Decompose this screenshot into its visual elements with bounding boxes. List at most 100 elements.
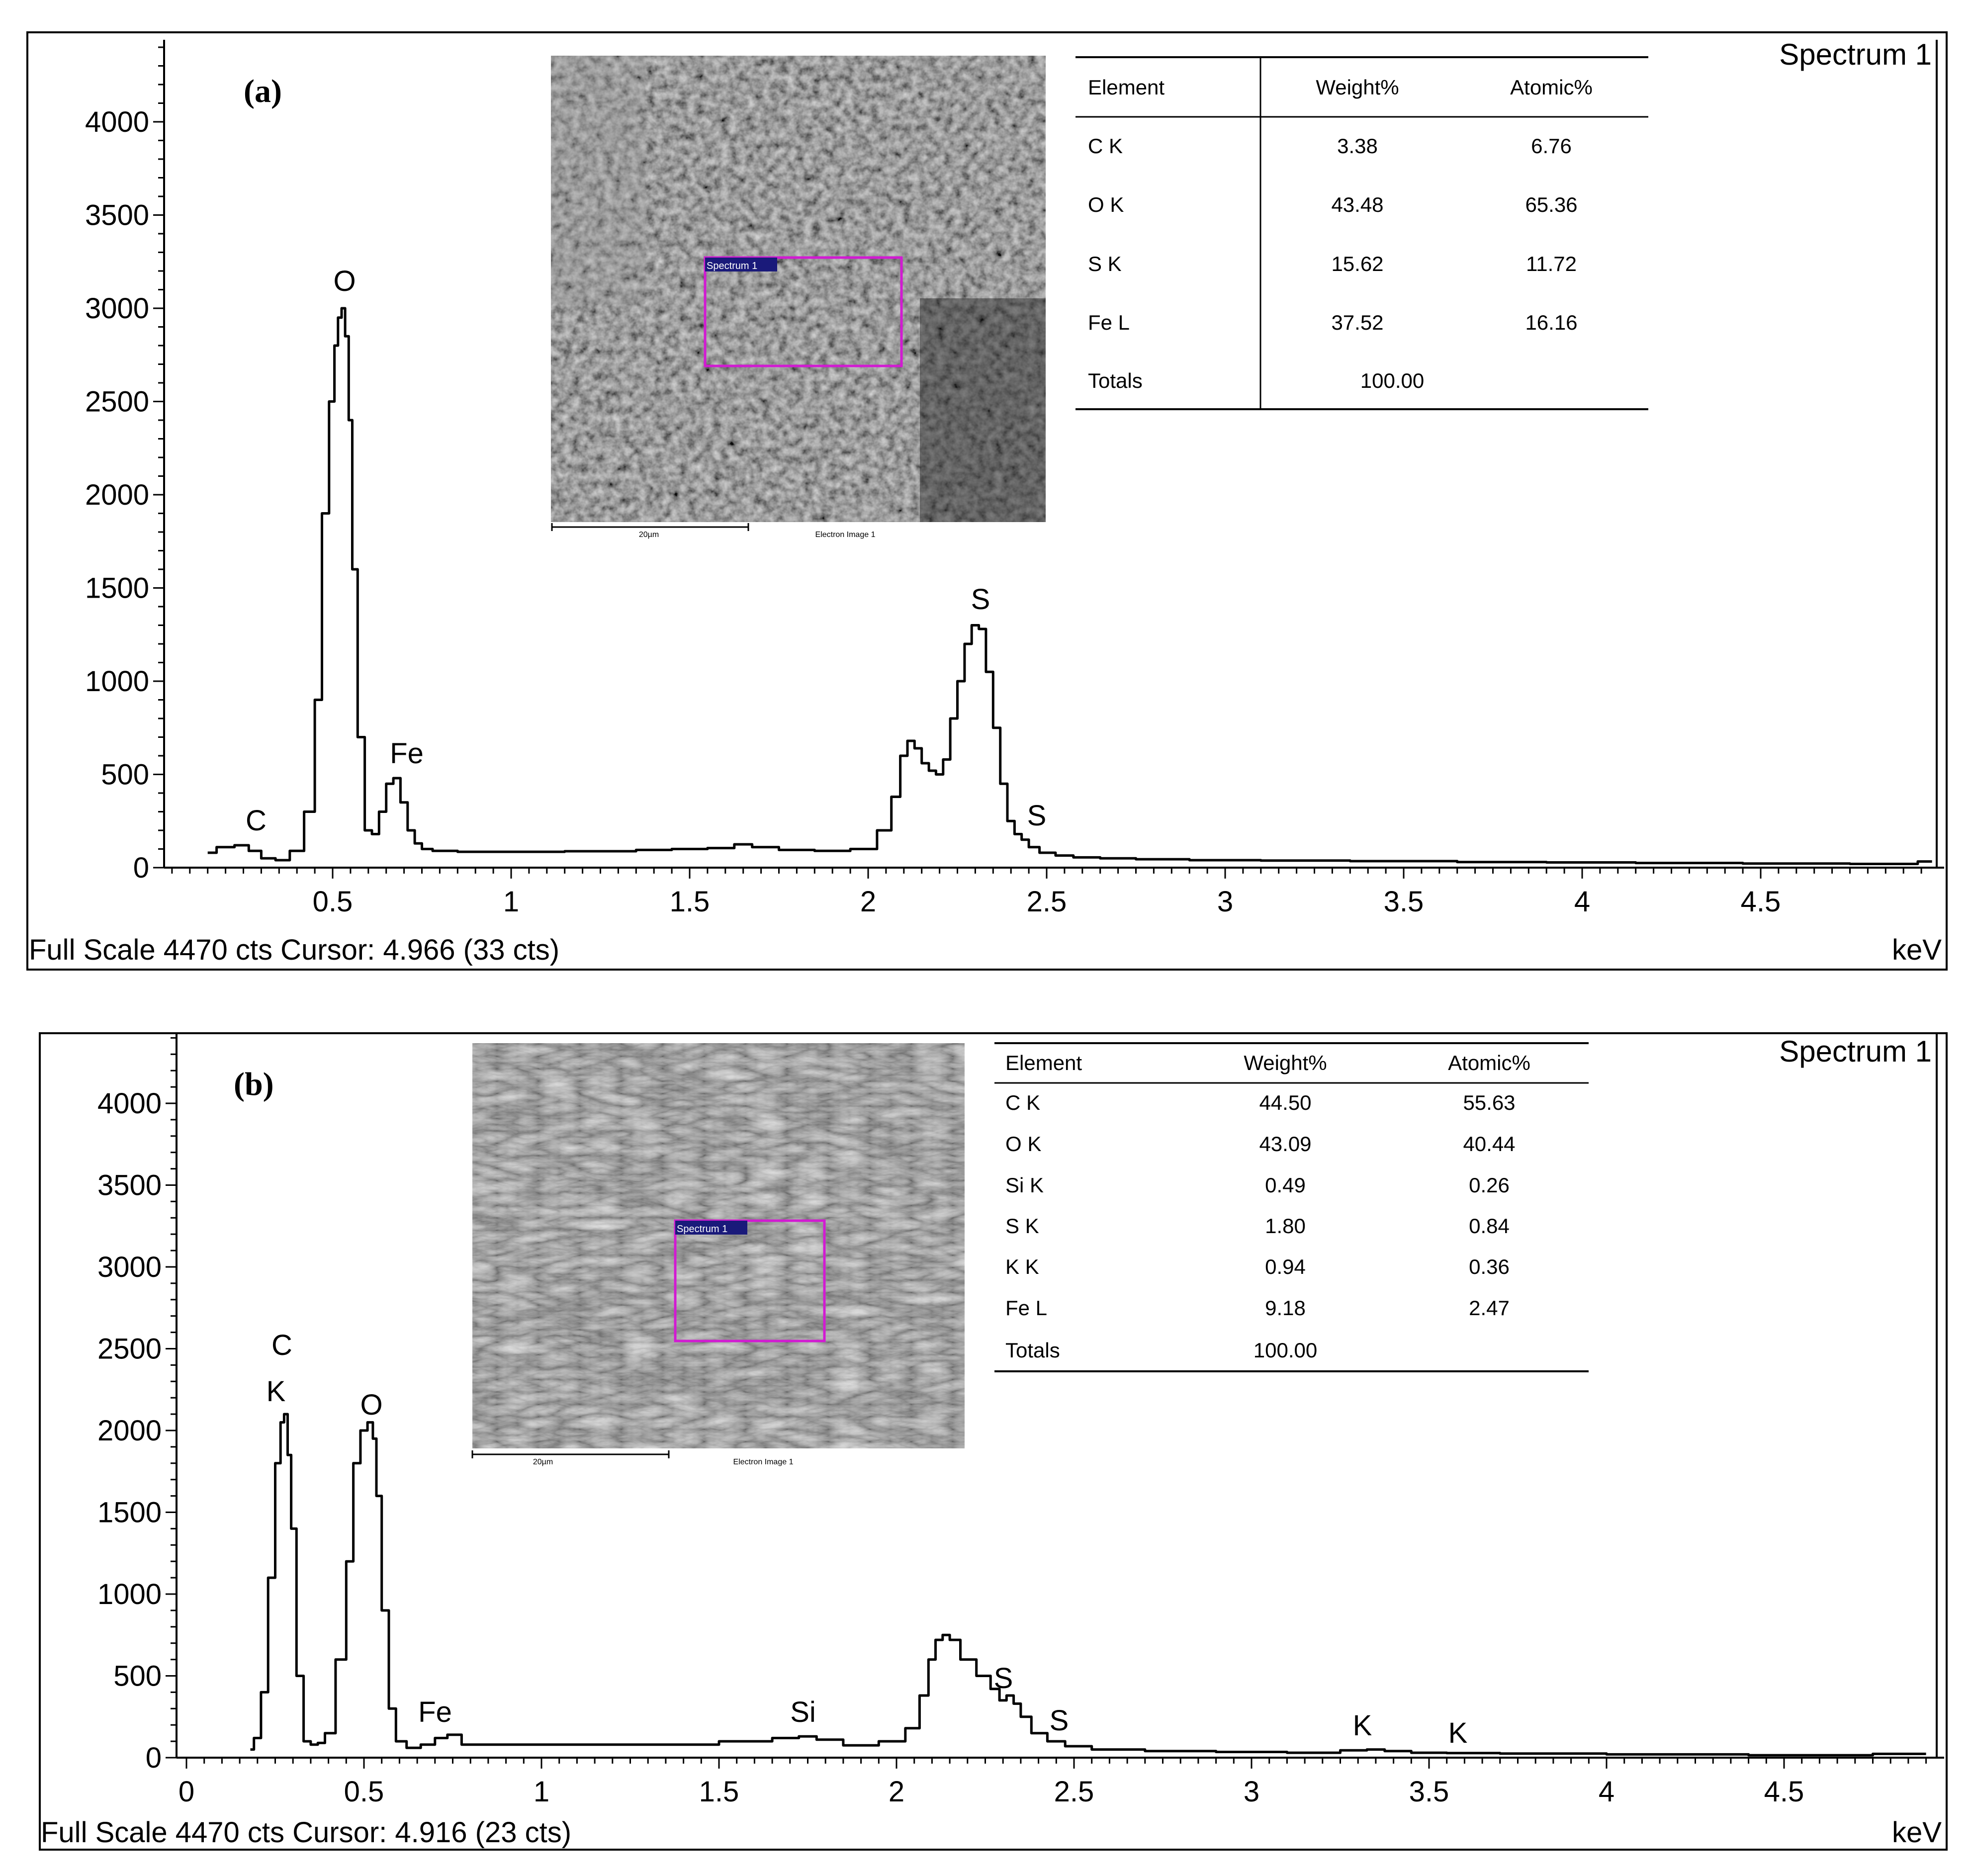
x-tick-label: 2 [889,1776,904,1808]
y-tick-label: 3000 [85,292,149,325]
table-a-cell: Totals [1088,369,1143,392]
x-tick-label: 0.5 [313,886,353,918]
table-a-cell: 16.16 [1525,311,1577,334]
y-tick-label: 3000 [97,1251,162,1283]
x-tick-label: 3.5 [1409,1776,1449,1808]
x-tick-label: 0 [179,1776,194,1808]
table-b-cell: 0.26 [1469,1173,1510,1197]
x-tick-label: 2.5 [1027,886,1067,918]
table-a-cell: C K [1088,134,1123,158]
panel-a-x-axis-unit: keV [1892,934,1942,966]
panel-b-x-axis-unit: keV [1892,1816,1942,1849]
panel-b-spectrum-line [250,1413,1926,1757]
panel-b-composition-table: Element Weight% Atomic% C K 44.50 55.63 … [994,1042,1589,1372]
panel-b-frame [39,1032,1948,1851]
y-tick-label: 4000 [85,106,149,138]
panel-b-peak-label-c: C [271,1329,292,1361]
x-tick-label: 2.5 [1054,1776,1094,1808]
panel-a-tick-labels: 0 500 1000 1500 2000 2500 3000 3500 4000 0.5 1 1.5 2… [85,106,1781,918]
table-b-cell: 0.49 [1265,1173,1306,1197]
panel-b-peak-label-k-beta: K [1448,1717,1468,1749]
x-tick-label: 4 [1599,1776,1614,1808]
panel-a-spectrum-title: Spectrum 1 [1779,38,1932,71]
panel-b-roi-box [674,1219,826,1342]
y-tick-label: 0 [133,852,149,884]
y-tick-label: 500 [113,1660,162,1693]
panel-b-ticks [166,1037,1927,1769]
y-tick-label: 1500 [97,1497,162,1529]
table-b-cell: 1.80 [1265,1214,1306,1238]
table-b-cell: 0.84 [1469,1214,1510,1238]
table-a-header-element: Element [1088,76,1165,99]
y-tick-label: 0 [146,1742,162,1774]
y-tick-label: 1000 [97,1578,162,1610]
table-a-cell: 6.76 [1531,134,1572,158]
y-tick-label: 2000 [85,479,149,511]
table-a-cell: 43.48 [1331,193,1383,216]
panel-b-scale-bar-label: 20µm [533,1458,553,1466]
panel-b-peak-label-s: S [994,1662,1013,1695]
table-b-cell: 9.18 [1265,1296,1306,1320]
x-tick-label: 4 [1574,886,1590,918]
panel-a-peak-label-s: S [971,583,990,616]
x-tick-label: 3.5 [1384,886,1424,918]
table-b-cell: 44.50 [1259,1091,1311,1114]
y-tick-label: 1500 [85,572,149,605]
panel-b-spectrum-title: Spectrum 1 [1779,1035,1932,1068]
y-tick-label: 3500 [85,199,149,232]
x-tick-label: 4.5 [1741,886,1781,918]
panel-a-peak-label-o: O [333,265,356,297]
table-b-cell: Si K [1005,1173,1044,1197]
y-tick-label: 1000 [85,665,149,698]
panel-a-spectrum-line [207,307,1932,865]
panel-b-peak-label-s-beta: S [1050,1704,1069,1737]
panel-a-status-readout: Full Scale 4470 cts Cursor: 4.966 (33 ct… [29,934,559,966]
panel-a-peak-label-s-beta: S [1027,800,1047,832]
table-a-cell: 37.52 [1331,311,1383,334]
table-b-cell: 100.00 [1254,1339,1317,1362]
panel-a-scale-bar-label: 20µm [639,531,659,539]
x-tick-label: 1.5 [699,1776,739,1808]
table-b-cell: 0.36 [1469,1255,1510,1278]
panel-a-composition-table: Element Weight% Atomic% C K 3.38 6.76 O … [1076,56,1648,410]
panel-a-sem-image: Spectrum 1 20µm Electron Image 1 [551,56,1046,539]
panel-b-peak-label-k-alpha: K [1353,1709,1372,1742]
table-b-cell: O K [1005,1132,1041,1156]
x-tick-label: 4.5 [1764,1776,1804,1808]
panel-a-roi-label: Spectrum 1 [707,261,757,271]
panel-a-label: (a) [244,73,282,109]
panel-b-peak-label-si: Si [790,1696,816,1728]
panel-b-tick-labels: 0 500 1000 1500 2000 2500 3000 3500 4000 0 0.5 1 1.5… [97,1087,1804,1808]
table-b-cell: Totals [1005,1339,1060,1362]
table-a-cell: 100.00 [1360,369,1424,392]
panel-a-peak-label-c: C [246,804,267,837]
table-b-cell: C K [1005,1091,1040,1114]
x-tick-label: 3 [1244,1776,1259,1808]
table-b-cell: S K [1005,1214,1039,1238]
y-tick-label: 4000 [97,1087,162,1120]
panel-a-sem-caption: Electron Image 1 [815,531,876,539]
table-b-cell: 55.63 [1463,1091,1515,1114]
y-tick-label: 2500 [97,1333,162,1365]
panel-b-sem-caption: Electron Image 1 [733,1458,794,1466]
table-b-header-weight: Weight% [1244,1051,1327,1074]
table-b-header-element: Element [1005,1051,1082,1074]
table-a-cell: S K [1088,252,1122,275]
panel-b-sem-image: Spectrum 1 20µm Electron Image 1 [471,1043,965,1466]
table-b-cell: K K [1005,1255,1039,1278]
table-b-cell: 40.44 [1463,1132,1515,1156]
table-b-cell: Fe L [1005,1296,1047,1320]
panel-a: 0 500 1000 1500 2000 2500 3000 3500 4000 0.5 1 1.5 2… [26,31,1948,971]
panel-b-peak-label-o: O [360,1389,382,1421]
y-tick-label: 2500 [85,386,149,418]
y-tick-label: 2000 [97,1415,162,1447]
panel-b-peak-label-fe: Fe [418,1696,452,1728]
table-a-header-atomic: Atomic% [1510,76,1593,99]
x-tick-label: 1.5 [670,886,710,918]
table-a-cell: Fe L [1088,311,1130,334]
panel-a-peak-label-fe: Fe [390,737,424,770]
panel-b-status-readout: Full Scale 4470 cts Cursor: 4.916 (23 ct… [41,1816,571,1849]
table-b-header-atomic: Atomic% [1448,1051,1530,1074]
x-tick-label: 1 [534,1776,549,1808]
